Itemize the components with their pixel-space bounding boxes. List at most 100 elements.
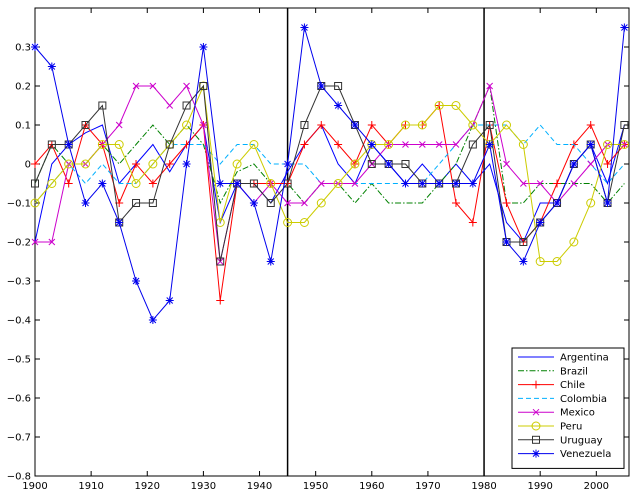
data-point-peru (131, 179, 141, 188)
data-point-peru (283, 218, 293, 227)
data-point-peru (114, 140, 124, 149)
data-point-uruguay (468, 140, 477, 149)
x-tick-label: 1910 (78, 481, 103, 492)
data-point-venezuela (384, 160, 393, 168)
legend-marker-venezuela (532, 449, 540, 458)
legend-label-peru: Peru (560, 422, 582, 433)
data-point-peru (30, 198, 40, 208)
data-point-mexico (452, 141, 460, 148)
data-point-peru (502, 120, 512, 130)
data-point-mexico (284, 199, 291, 207)
data-point-peru (266, 179, 276, 188)
series-line-mexico (35, 84, 625, 262)
data-point-venezuela (81, 199, 90, 207)
legend-marker-mexico (532, 408, 540, 416)
data-point-mexico (486, 82, 494, 90)
x-tick-label: 2000 (584, 481, 609, 492)
data-point-mexico (48, 238, 56, 246)
data-point-venezuela (367, 140, 376, 149)
legend: Argentina Brazil Chile Colombia Mexico Peru Ur… (511, 347, 625, 469)
legend-label-mexico: Mexico (560, 408, 595, 419)
legend-marker-peru (531, 421, 541, 431)
series-argentina (34, 123, 625, 243)
data-point-peru (333, 179, 343, 188)
x-tick-label: 1930 (191, 481, 216, 492)
data-point-mexico (418, 141, 426, 148)
legend-label-brazil: Brazil (560, 366, 588, 377)
data-point-venezuela (485, 140, 494, 149)
data-point-peru (350, 159, 360, 169)
data-point-peru (81, 159, 91, 169)
series-line-argentina (34, 123, 625, 243)
data-point-peru (148, 159, 158, 169)
data-point-venezuela (350, 121, 359, 129)
data-point-chile (603, 160, 612, 168)
data-point-venezuela (468, 179, 477, 188)
data-point-mexico (166, 102, 174, 109)
data-point-mexico (115, 121, 123, 129)
data-point-chile (31, 160, 39, 168)
data-point-peru (400, 120, 410, 130)
legend-box (511, 347, 625, 469)
data-point-venezuela (148, 316, 157, 324)
data-point-venezuela (165, 296, 174, 305)
data-point-peru (232, 159, 242, 169)
data-point-venezuela (418, 179, 427, 188)
data-point-chile (334, 140, 343, 149)
legend-label-chile: Chile (560, 380, 585, 391)
data-point-uruguay (334, 82, 343, 90)
data-point-mexico (435, 141, 443, 148)
data-point-uruguay (249, 179, 258, 188)
data-point-peru (182, 120, 192, 130)
data-point-mexico (149, 82, 157, 90)
data-point-uruguay (31, 179, 39, 188)
data-point-peru (47, 179, 57, 188)
x-tick-label: 1920 (135, 481, 160, 492)
data-point-chile (451, 199, 460, 207)
data-point-venezuela (536, 218, 545, 227)
data-point-chile (586, 121, 595, 129)
series-line-brazil (34, 84, 625, 205)
data-point-mexico (317, 180, 325, 187)
y-tick-label: −0.3 (7, 277, 31, 288)
data-point-peru (535, 257, 545, 266)
data-point-uruguay (216, 257, 225, 266)
data-point-chile (300, 140, 309, 149)
data-point-venezuela (519, 257, 528, 266)
data-point-peru (434, 101, 444, 110)
data-point-uruguay (266, 199, 275, 207)
legend-label-colombia: Colombia (560, 394, 607, 405)
data-point-venezuela (249, 199, 258, 207)
data-point-venezuela (603, 199, 612, 207)
series-line-peru (34, 84, 625, 262)
data-point-uruguay (367, 160, 376, 168)
data-point-venezuela (283, 160, 292, 168)
data-point-venezuela (31, 43, 39, 51)
data-point-mexico (402, 141, 409, 148)
data-point-mexico (536, 180, 544, 187)
data-point-mexico (503, 160, 510, 168)
data-point-venezuela (233, 179, 242, 188)
legend-label-argentina: Argentina (560, 353, 609, 364)
data-point-chile (367, 121, 376, 129)
data-point-chile (502, 199, 511, 207)
data-point-peru (384, 140, 394, 149)
data-point-uruguay (519, 238, 528, 246)
y-tick-label: −0.1 (7, 199, 31, 210)
data-point-chile (468, 218, 477, 227)
data-point-venezuela (182, 160, 191, 168)
data-point-venezuela (334, 101, 343, 110)
data-point-peru (451, 101, 461, 110)
data-point-mexico (301, 199, 308, 207)
data-point-venezuela (115, 218, 124, 227)
y-tick-label: −0.6 (7, 394, 31, 405)
data-point-peru (569, 237, 579, 247)
legend-marker-uruguay (532, 435, 540, 444)
data-point-uruguay (300, 121, 309, 129)
data-point-venezuela (451, 179, 460, 188)
data-point-mexico (31, 238, 39, 246)
data-point-peru (97, 140, 107, 149)
data-point-venezuela (266, 257, 275, 266)
data-point-venezuela (586, 140, 595, 149)
